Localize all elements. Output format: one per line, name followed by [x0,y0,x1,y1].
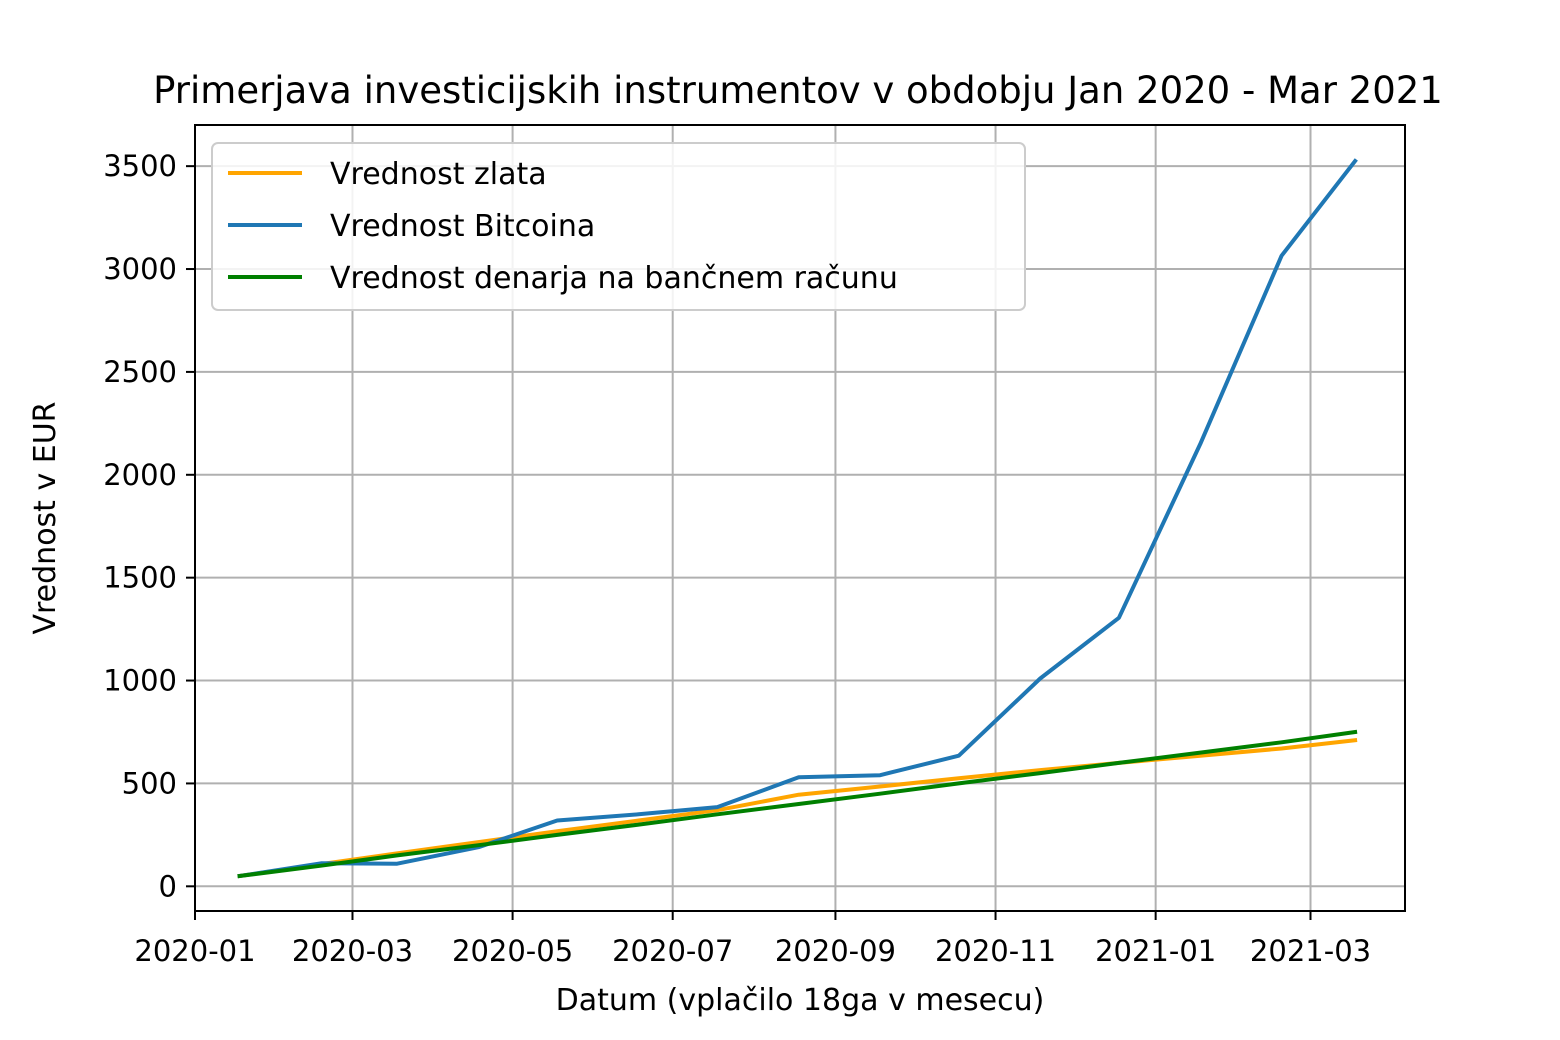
y-axis-label: Vrednost v EUR [28,401,63,634]
x-tick-label: 2020-03 [292,934,413,968]
y-tick-label: 1500 [103,561,177,595]
legend-entry: Vrednost zlata [330,157,547,192]
x-tick-label: 2021-01 [1095,934,1216,968]
legend: Vrednost zlata Vrednost Bitcoina Vrednost … [211,142,1026,311]
series-line [237,737,1358,879]
series-lines [237,158,1358,879]
x-axis-label: Datum (vplačilo 18ga v mesecu) [556,983,1045,1018]
y-axis: 0 500 1000 1500 2000 2500 3000 3500 [103,149,195,903]
y-tick-label: 2500 [103,355,177,389]
x-tick-label: 2020-09 [775,934,896,968]
y-tick-label: 3000 [103,252,177,286]
x-tick-label: 2020-05 [452,934,573,968]
chart-title: Primerjava investicijskih instrumentov v… [153,69,1443,112]
x-tick-label: 2020-01 [134,934,255,968]
legend-entry: Vrednost denarja na bančnem računu [330,261,898,296]
y-tick-label: 3500 [103,149,177,183]
legend-box [211,142,1026,311]
x-tick-label: 2021-03 [1250,934,1371,968]
x-axis: 2020-01 2020-03 2020-05 2020-07 2020-09 2020-… [134,911,1371,968]
legend-entry: Vrednost Bitcoina [330,209,595,244]
plot-frame [194,124,1406,912]
y-tick-label: 0 [159,869,177,903]
y-tick-label: 1000 [103,664,177,698]
y-tick-label: 500 [122,766,177,800]
series-line [237,729,1358,879]
y-tick-label: 2000 [103,458,177,492]
series-line [237,158,1358,879]
x-tick-label: 2020-11 [935,934,1056,968]
x-tick-label: 2020-07 [612,934,733,968]
